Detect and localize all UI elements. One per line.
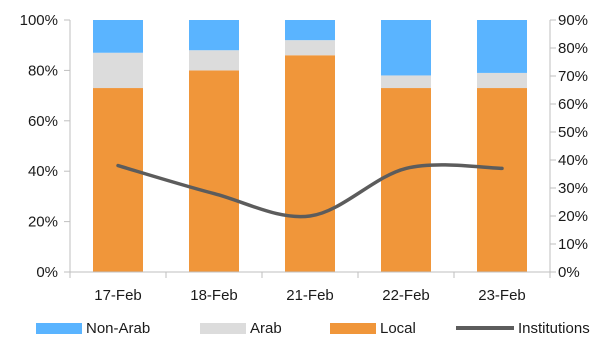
legend-swatch-arab <box>200 322 246 334</box>
bar-local-22-feb <box>381 88 431 272</box>
left-tick-label: 0% <box>36 264 58 281</box>
left-tick-label: 20% <box>28 214 58 231</box>
left-tick-label: 40% <box>28 163 58 180</box>
bar-local-23-feb <box>477 88 527 272</box>
right-tick-label: 40% <box>558 152 588 169</box>
legend: Non-Arab Arab Local Institutions <box>0 318 607 338</box>
bar-non-arab-23-feb <box>477 20 527 73</box>
x-tick-label-21-feb: 21-Feb <box>286 287 334 304</box>
right-tick-label: 50% <box>558 124 588 141</box>
right-tick-label: 30% <box>558 180 588 197</box>
legend-item-arab: Arab <box>200 318 282 338</box>
axes-group <box>69 20 551 273</box>
x-tick-label-18-feb: 18-Feb <box>190 287 238 304</box>
bar-non-arab-22-feb <box>381 20 431 76</box>
bar-arab-23-feb <box>477 72 527 89</box>
right-tick-label: 0% <box>558 264 580 281</box>
right-tick-label: 10% <box>558 236 588 253</box>
legend-item-local: Local <box>330 318 416 338</box>
legend-label-institutions: Institutions <box>518 319 590 337</box>
institutions-line-group <box>116 163 504 219</box>
legend-swatch-institutions <box>456 326 514 330</box>
legend-label-local: Local <box>380 319 416 337</box>
right-tick-label: 90% <box>558 12 588 29</box>
left-tick-label: 100% <box>20 12 58 29</box>
bar-arab-18-feb <box>189 50 239 71</box>
chart-canvas: 0% 20% 40% 60% 80% 100% 0% 10% 20% 30% 40% 50% 60% 70… <box>20 12 588 304</box>
bar-arab-21-feb <box>285 40 335 56</box>
right-tick-label: 60% <box>558 96 588 113</box>
right-tick-label: 70% <box>558 68 588 85</box>
bar-arab-17-feb <box>93 52 143 89</box>
bar-non-arab-21-feb <box>285 20 335 41</box>
legend-swatch-non-arab <box>36 322 82 334</box>
bars-group <box>93 20 527 273</box>
x-tick-label-22-feb: 22-Feb <box>382 287 430 304</box>
legend-swatch-local <box>330 322 376 334</box>
ticks-group: 0% 20% 40% 60% 80% 100% 0% 10% 20% 30% 40% 50% 60% 70… <box>20 12 588 304</box>
bar-non-arab-17-feb <box>93 20 143 53</box>
legend-label-arab: Arab <box>250 319 282 337</box>
left-tick-label: 80% <box>28 62 58 79</box>
right-tick-label: 20% <box>558 208 588 225</box>
x-tick-label-17-feb: 17-Feb <box>94 287 142 304</box>
bar-local-17-feb <box>93 88 143 272</box>
line-institutions <box>116 163 504 219</box>
legend-label-non-arab: Non-Arab <box>86 319 151 337</box>
legend-item-institutions: Institutions <box>456 318 590 338</box>
bar-local-21-feb <box>285 55 335 272</box>
legend-item-non-arab: Non-Arab <box>36 318 150 338</box>
bar-arab-22-feb <box>381 75 431 89</box>
bar-local-18-feb <box>189 70 239 273</box>
bar-non-arab-18-feb <box>189 20 239 51</box>
left-tick-label: 60% <box>28 113 58 130</box>
x-tick-label-23-feb: 23-Feb <box>478 287 526 304</box>
right-tick-label: 80% <box>558 40 588 57</box>
